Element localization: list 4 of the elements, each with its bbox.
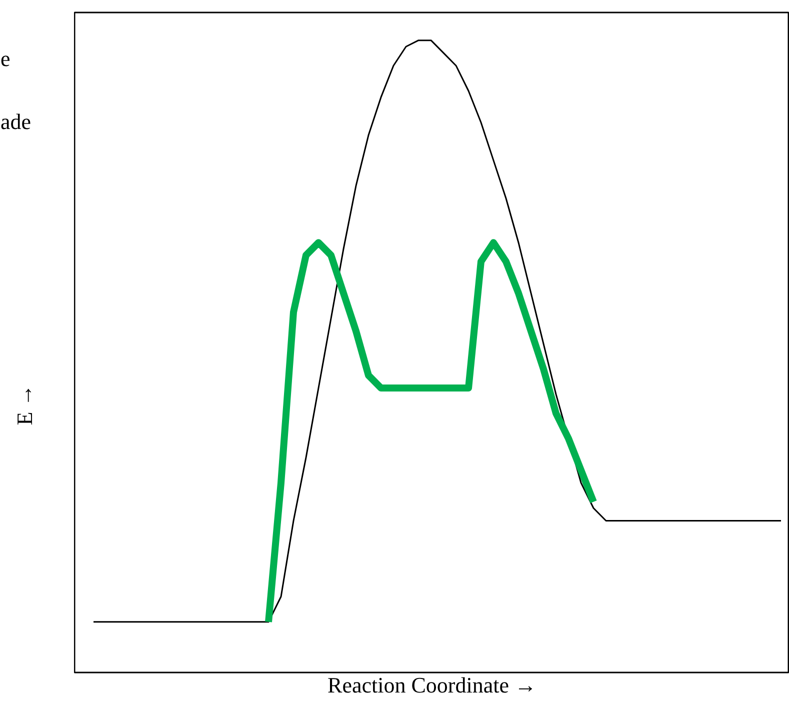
text: ade [0, 108, 32, 134]
x-axis-title: Reaction Coordinate → [328, 672, 536, 698]
text: e [0, 46, 10, 72]
y-axis-title: E → [12, 384, 37, 426]
